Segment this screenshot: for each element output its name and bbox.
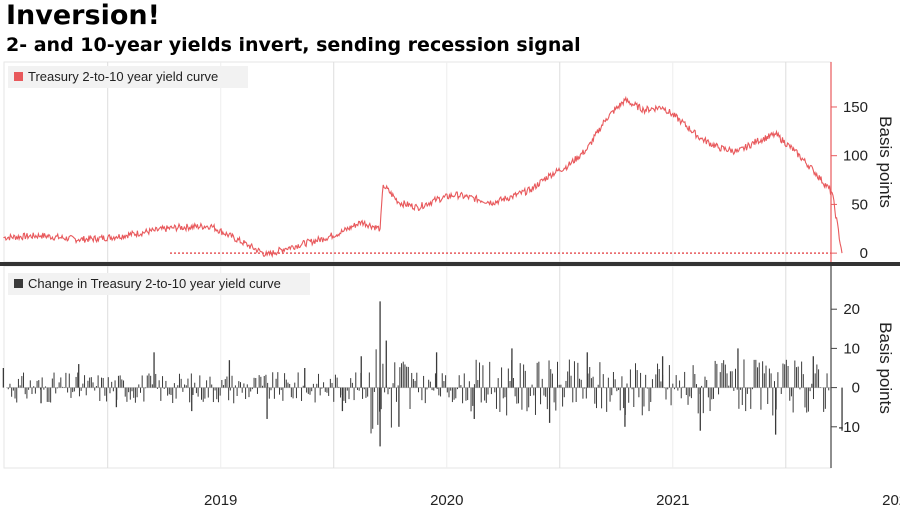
chart-title: Inversion! [6, 0, 160, 31]
bottom-y-tick-label: 10 [843, 340, 860, 357]
chart-subtitle: 2- and 10-year yields invert, sending re… [6, 34, 581, 56]
legend-label-curve: Treasury 2-to-10 year yield curve [28, 69, 218, 84]
legend-box-top [8, 66, 248, 88]
bottom-y-tick-label: -10 [838, 419, 860, 436]
legend-box-bottom [8, 273, 310, 295]
top-y-tick-label: 0 [860, 245, 868, 262]
tick-layer: 2019 2020 2021 2022 0 50 100 150 -10 0 10 20 [204, 99, 900, 509]
change-series [2, 301, 843, 447]
curve-series [3, 95, 843, 258]
legend-swatch-curve [14, 72, 23, 81]
top-y-tick-label: 100 [843, 148, 868, 165]
top-y-tick-label: 150 [843, 99, 868, 116]
x-tick-label: 2022 [882, 492, 900, 509]
bottom-y-tick-label: 20 [843, 301, 860, 318]
curve-line [3, 95, 843, 258]
bottom-panel-bg [3, 265, 832, 469]
bottom-y-tick-label: 0 [852, 380, 860, 397]
top-y-tick-label: 50 [851, 196, 868, 213]
x-tick-label: 2020 [430, 492, 463, 509]
top-y-axis-title: Basis points [876, 116, 895, 208]
top-panel-bg [3, 61, 832, 263]
x-tick-label: 2019 [204, 492, 237, 509]
x-tick-label: 2021 [656, 492, 689, 509]
legend-swatch-change [14, 279, 23, 288]
bottom-y-axis-title: Basis points [876, 322, 895, 414]
legend-label-change: Change in Treasury 2-to-10 year yield cu… [28, 276, 281, 291]
